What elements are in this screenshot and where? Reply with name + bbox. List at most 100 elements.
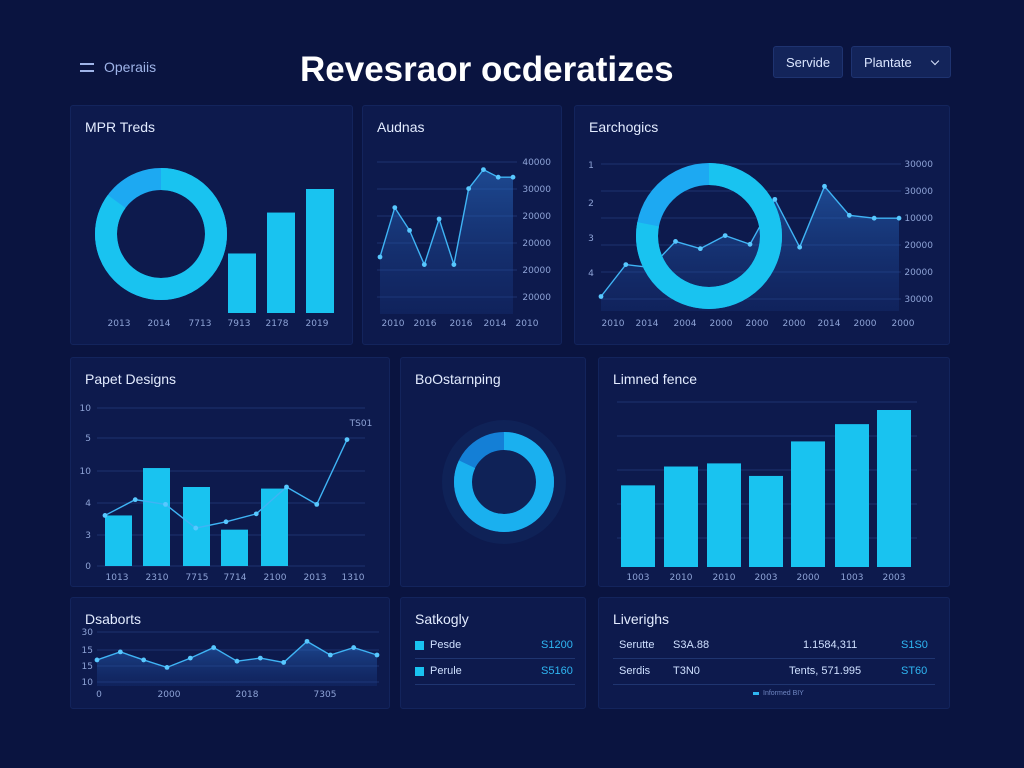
bar — [221, 529, 248, 566]
y-tick-label: 40000 — [522, 158, 551, 168]
y-tick-label: 0 — [85, 562, 91, 572]
dsaborts-series-point — [351, 645, 357, 650]
y-tick-label-right: 30000 — [904, 187, 933, 197]
panel-title: Liverighs — [613, 611, 670, 627]
earchogics-series-point — [871, 215, 877, 221]
audnas-series-point — [421, 262, 427, 267]
x-tick-label: 7305 — [314, 690, 337, 700]
table-cell: S3A.88 — [673, 639, 710, 651]
x-tick-label: 2003 — [883, 573, 906, 583]
audnas-series-point — [407, 228, 412, 233]
x-tick-label: 2000 — [710, 319, 733, 329]
table-cell: T3N0 — [673, 665, 700, 677]
audnas-chart: 40000 30000 20000 20000 20000 20000 2010 2016 20… — [377, 158, 551, 329]
series-point — [344, 437, 350, 442]
series-point — [253, 511, 259, 517]
papet-designs-panel: Papet Designs 10 5 10 4 3 0 TS01 1013 2310 7715 77… — [70, 357, 390, 587]
audnas-panel: Audnas 40000 30000 20000 20000 20000 20000 201… — [362, 105, 562, 345]
y-tick-label-left: 1 — [588, 161, 594, 171]
series-line — [104, 439, 348, 529]
x-tick-label: 2016 — [414, 319, 437, 329]
row-label: Perule — [430, 665, 462, 677]
mpr-trends-chart: 2013 2014 7713 7913 2178 2019 — [95, 168, 334, 329]
table-cell: ST60 — [901, 665, 928, 677]
dsaborts-series-area — [97, 641, 377, 686]
legend-swatch — [753, 692, 759, 695]
audnas-series-point — [377, 254, 383, 260]
x-tick-label: 2010 — [713, 573, 736, 583]
legend-swatch — [415, 666, 424, 676]
bootstrapping-panel: BoOstarnping — [400, 357, 586, 587]
x-tick-label: 7715 — [186, 573, 209, 583]
panel-title: Dsaborts — [85, 611, 142, 627]
donut-arc — [636, 163, 782, 309]
legend-swatch — [415, 640, 424, 650]
earchogics-series-point — [623, 262, 629, 267]
list-item: Perule — [415, 665, 462, 677]
bar — [306, 189, 334, 313]
dsaborts-series-point — [281, 660, 287, 665]
y-tick-label-right: 30000 — [904, 160, 933, 170]
x-tick-label: 0 — [96, 690, 102, 700]
earchogics-series-point — [896, 215, 902, 221]
chevron-down-icon[interactable] — [930, 56, 940, 65]
page-title: Revesraor ocderatizes — [300, 50, 674, 89]
hamburger-icon[interactable] — [80, 62, 94, 72]
panel-title: Papet Designs — [85, 371, 177, 387]
divider — [415, 658, 575, 659]
x-tick-label: 1310 — [342, 573, 365, 583]
menu-button[interactable]: Operaiis — [80, 56, 156, 78]
x-tick-label: 2100 — [264, 573, 287, 583]
earchogics-panel: Earchogics 1 2 3 4 30000 30000 10000 20000 20000… — [574, 105, 950, 345]
audnas-series-point — [451, 262, 457, 267]
bar — [664, 466, 698, 567]
y-tick-label-left: 2 — [588, 199, 594, 209]
earchogics-series-point — [772, 196, 778, 202]
x-tick-label: 2000 — [158, 690, 181, 700]
series-point — [314, 501, 320, 507]
audnas-series-point — [466, 186, 472, 191]
bar — [877, 410, 911, 567]
bar — [261, 488, 288, 566]
audnas-series-point — [495, 174, 501, 180]
dsaborts-chart: 30 15 15 100 2000 2018 7305 — [82, 628, 380, 700]
x-tick-label: 2000 — [892, 319, 915, 329]
divider — [415, 684, 575, 685]
x-tick-label: 7714 — [224, 573, 247, 583]
x-tick-label: 2013 — [108, 319, 131, 329]
top-bar: Operaiis Revesraor ocderatizes Servide P… — [0, 0, 1024, 100]
y-tick-label: 15 — [82, 662, 93, 672]
earchogics-series-point — [822, 183, 827, 189]
plantate-select-value: Plantate — [864, 54, 912, 70]
x-tick-label: 2000 — [854, 319, 877, 329]
bar — [228, 253, 256, 313]
y-tick-label: 20000 — [522, 293, 551, 303]
earchogics-series-point — [846, 212, 852, 218]
earchogics-series-point — [673, 239, 678, 244]
table-cell: S1S0 — [901, 639, 928, 651]
limned-fence-panel: Limned fence 1003 2010 2010 2003 2000 1003 200… — [598, 357, 950, 587]
bar — [621, 485, 655, 567]
series-point — [193, 525, 199, 531]
table-cell: Serdis — [619, 665, 651, 677]
y-tick-label-right: 10000 — [904, 214, 933, 224]
satkogly-panel: Satkogly Pesde S1200 Perule S5160 — [400, 597, 586, 709]
x-tick-label: 2018 — [236, 690, 259, 700]
x-tick-label: 2010 — [382, 319, 405, 329]
bar — [267, 212, 295, 313]
bootstrapping-chart — [442, 420, 566, 544]
y-tick-label: 10 — [82, 678, 94, 688]
panel-title: Limned fence — [613, 371, 698, 387]
dsaborts-series-point — [141, 657, 147, 663]
dsaborts-series-point — [164, 665, 170, 670]
x-tick-label: 2010 — [670, 573, 693, 583]
panel-title: Audnas — [377, 119, 425, 135]
table-cell: Tents, 571.995 — [789, 665, 862, 677]
y-tick-label: 20000 — [522, 212, 551, 222]
earchogics-series-point — [797, 244, 803, 250]
service-button[interactable]: Servide — [773, 46, 843, 78]
table-cell: 1.1584,311 — [803, 639, 858, 651]
x-tick-label: 2019 — [306, 319, 329, 329]
limned-fence-chart: 1003 2010 2010 2003 2000 1003 2003 — [617, 401, 917, 583]
plantate-select[interactable]: Plantate — [851, 46, 951, 78]
